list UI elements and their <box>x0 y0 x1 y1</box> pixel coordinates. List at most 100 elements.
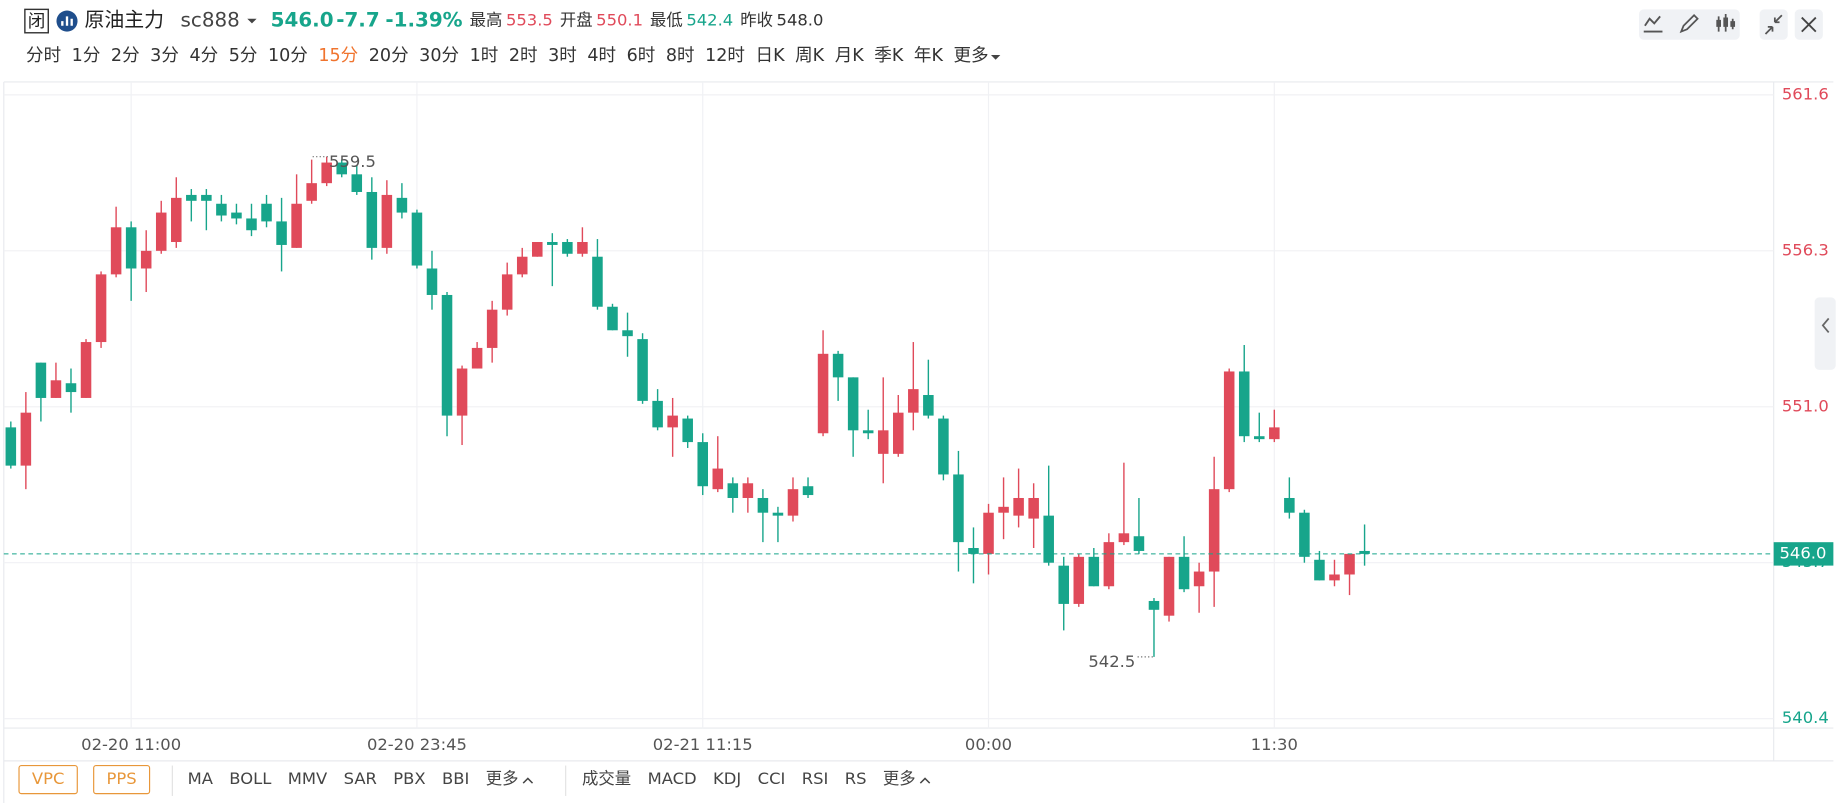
candle-tool[interactable] <box>1716 17 1736 27</box>
indicator[interactable]: 更多 <box>486 769 519 788</box>
candle-body <box>501 274 513 310</box>
interval-tab[interactable]: 2时 <box>509 46 538 66</box>
candle-body <box>652 400 663 428</box>
candle-body <box>201 194 212 201</box>
line-tool[interactable] <box>1643 15 1663 33</box>
indicator[interactable]: RSI <box>802 769 829 788</box>
candle-body <box>1013 497 1024 516</box>
candle-body <box>1284 497 1295 513</box>
interval-tab[interactable]: 年K <box>914 46 944 66</box>
indicator[interactable]: CCI <box>758 769 786 788</box>
candle-body <box>667 415 678 428</box>
candle-body <box>862 430 874 434</box>
main-indicator-button[interactable] <box>18 764 78 795</box>
candle-body <box>95 274 107 343</box>
candle-body <box>1088 556 1100 587</box>
x-tick-label: 02-20 11:00 <box>81 735 181 754</box>
x-tick-label: 00:00 <box>965 735 1012 754</box>
candle-body <box>65 383 77 393</box>
candle-body <box>1133 536 1145 551</box>
x-tick-label: 11:30 <box>1251 735 1298 754</box>
interval-tab[interactable]: 3时 <box>548 46 577 66</box>
y-tick-label: 551.0 <box>1782 396 1829 415</box>
indicator[interactable]: MMV <box>288 769 328 788</box>
more-chevron <box>522 777 534 784</box>
indicator[interactable]: BBI <box>442 769 469 788</box>
stat-label: 最低 <box>650 11 683 30</box>
high-annotation: 559.5 <box>329 152 376 171</box>
candle-body <box>1254 436 1265 440</box>
indicator[interactable]: 更多 <box>883 769 916 788</box>
interval-tab[interactable]: 15分 <box>318 46 358 66</box>
interval-tab[interactable]: 日K <box>756 46 786 66</box>
main-indicator[interactable]: PPS <box>107 769 137 788</box>
status-box <box>24 8 49 34</box>
candle-body <box>381 194 393 248</box>
candle-body <box>908 389 919 413</box>
indicator[interactable]: SAR <box>344 769 377 788</box>
interval-tab[interactable]: 1时 <box>470 46 499 66</box>
indicator[interactable]: RS <box>845 769 867 788</box>
interval-tab[interactable]: 20分 <box>369 46 409 66</box>
candle-body <box>1238 371 1250 437</box>
shrink-button[interactable] <box>1759 9 1788 40</box>
stat-label: 最高 <box>470 11 503 30</box>
candle-body <box>742 483 754 498</box>
code-caret[interactable] <box>247 18 257 24</box>
candle-body <box>772 512 784 516</box>
x-tick-label: 02-20 23:45 <box>367 735 467 754</box>
candle-body <box>50 380 62 398</box>
indicator[interactable]: MACD <box>648 769 697 788</box>
indicator[interactable]: BOLL <box>229 769 272 788</box>
side-panel-toggle[interactable] <box>1814 297 1836 370</box>
interval-tab[interactable]: 季K <box>874 46 904 66</box>
y-tick-label: 540.4 <box>1782 708 1829 727</box>
indicator[interactable]: KDJ <box>713 769 741 788</box>
last-price-label: 546.0 <box>1779 543 1826 562</box>
interval-tab[interactable]: 6时 <box>627 46 656 66</box>
indicator[interactable]: PBX <box>393 769 425 788</box>
interval-tab[interactable]: 30分 <box>419 46 459 66</box>
candle-body <box>231 212 242 219</box>
candle-body <box>1058 565 1070 604</box>
interval-tab[interactable]: 分时 <box>26 46 61 66</box>
y-tick-label: 561.6 <box>1782 84 1829 103</box>
indicator[interactable]: 成交量 <box>582 769 631 788</box>
interval-tab[interactable]: 3分 <box>150 46 179 66</box>
interval-tab[interactable]: 12时 <box>705 46 745 66</box>
interval-tab[interactable]: 4分 <box>189 46 218 66</box>
candle-body <box>532 242 543 257</box>
candle-body <box>998 506 1009 513</box>
last-price: 546.0 <box>271 9 334 32</box>
candle-body <box>847 377 859 431</box>
interval-tab[interactable]: 月K <box>835 46 865 66</box>
contract-code[interactable]: sc888 <box>181 9 240 32</box>
indicator[interactable]: MA <box>188 769 214 788</box>
draw-tool[interactable] <box>1679 13 1699 34</box>
candle-body <box>20 412 32 466</box>
interval-tab[interactable]: 周K <box>795 46 825 66</box>
interval-tab[interactable]: 10分 <box>268 46 308 66</box>
main-indicator[interactable]: VPC <box>32 769 65 788</box>
candle-body <box>366 191 378 248</box>
candle-body <box>1193 571 1205 587</box>
market-icon-bars <box>61 16 73 26</box>
more-chevron <box>919 777 931 784</box>
candle-body <box>1043 515 1054 563</box>
candle-body <box>1299 512 1310 557</box>
interval-tab[interactable]: 4时 <box>587 46 616 66</box>
candle-body <box>712 468 724 490</box>
contract-name[interactable]: 原油主力 <box>85 9 165 32</box>
interval-tab[interactable]: 2分 <box>111 46 140 66</box>
candle-body <box>1178 556 1190 590</box>
candle-body <box>246 218 257 231</box>
interval-tab[interactable]: 1分 <box>72 46 101 66</box>
interval-tab[interactable]: 更多 <box>954 46 989 66</box>
candle-body <box>80 342 92 398</box>
candle-body <box>321 162 332 184</box>
candle-body <box>562 242 573 254</box>
main-indicator-button[interactable] <box>93 764 151 795</box>
interval-tab[interactable]: 5分 <box>229 46 258 66</box>
candle-body <box>336 162 348 175</box>
interval-tab[interactable]: 8时 <box>666 46 695 66</box>
